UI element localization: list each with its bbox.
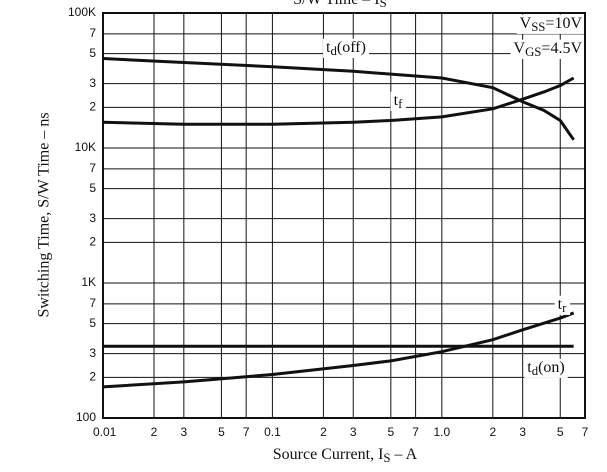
y-axis-label: Switching Time, S/W Time – ns xyxy=(36,112,53,317)
x-tick-label: 3 xyxy=(350,425,357,439)
series-line xyxy=(102,57,575,141)
y-tick-label: 5 xyxy=(89,316,96,330)
annotation-part: V xyxy=(514,40,526,57)
annotation-part: =10V xyxy=(545,15,582,32)
y-tick-label: 3 xyxy=(89,346,96,360)
label-bg xyxy=(524,358,568,378)
label-bg xyxy=(554,295,571,315)
chart-title: S/W Time – IS xyxy=(293,0,387,10)
x-tick-label: 0.01 xyxy=(93,425,117,439)
x-axis-label-part: Source Current, I xyxy=(273,446,384,463)
x-axis-label-part: – A xyxy=(391,446,418,463)
x-tick-label: 7 xyxy=(582,425,589,439)
label-bg xyxy=(390,91,407,111)
y-tick-label: 100K xyxy=(68,5,96,19)
series-label-part: t xyxy=(326,39,331,56)
series-label-part: t xyxy=(394,92,399,109)
plot-frame xyxy=(102,12,586,419)
x-tick-label: 3 xyxy=(519,425,526,439)
y-tick-label: 2 xyxy=(89,370,96,384)
x-tick-label: 7 xyxy=(412,425,419,439)
y-tick-label: 7 xyxy=(89,26,96,40)
series-label-part: t xyxy=(527,359,532,376)
series-label-part: f xyxy=(398,97,403,111)
series-label-part: t xyxy=(558,296,563,313)
x-tick-label: 5 xyxy=(387,425,394,439)
series-label: tr xyxy=(558,296,567,315)
series-label-part: d xyxy=(331,44,338,58)
series-label-part: r xyxy=(562,301,567,315)
x-tick-label: 2 xyxy=(320,425,327,439)
y-tick-label: 5 xyxy=(89,181,96,195)
y-tick-label: 2 xyxy=(89,235,96,249)
series-line xyxy=(102,76,575,126)
x-tick-label: 5 xyxy=(218,425,225,439)
y-tick-label: 5 xyxy=(89,46,96,60)
y-tick-label: 7 xyxy=(89,161,96,175)
annotation: VGS=4.5V xyxy=(514,40,583,59)
label-bg xyxy=(510,39,586,59)
series-label: tf xyxy=(394,92,403,111)
x-tick-label: 2 xyxy=(489,425,496,439)
annotation-part: =4.5V xyxy=(541,40,582,57)
chart-title-part: S xyxy=(380,0,387,10)
x-tick-label: 2 xyxy=(151,425,158,439)
series-label-part: (on) xyxy=(538,359,565,376)
y-tick-label: 1K xyxy=(81,275,96,289)
x-axis-label: Source Current, IS – A xyxy=(273,446,418,465)
x-axis-label-part: S xyxy=(383,451,390,465)
chart-title-part: S/W Time – I xyxy=(293,0,379,8)
y-tick-label: 100 xyxy=(76,410,96,424)
series-label: td(on) xyxy=(527,359,565,378)
series-label: td(off) xyxy=(326,39,366,58)
series-label-part: d xyxy=(532,364,539,378)
x-tick-label: 3 xyxy=(180,425,187,439)
annotation-part: GS xyxy=(525,45,541,59)
series-line xyxy=(102,311,575,389)
series-label-part: (off) xyxy=(337,39,366,56)
x-tick-label: 0.1 xyxy=(264,425,281,439)
label-bg xyxy=(516,14,586,34)
y-tick-label: 10K xyxy=(75,140,96,154)
y-tick-label: 2 xyxy=(89,100,96,114)
y-tick-label: 7 xyxy=(89,296,96,310)
annotation-part: V xyxy=(520,15,532,32)
x-tick-label: 1.0 xyxy=(433,425,450,439)
y-tick-label: 3 xyxy=(89,211,96,225)
x-tick-label: 5 xyxy=(557,425,564,439)
y-tick-label: 3 xyxy=(89,76,96,90)
x-tick-label: 7 xyxy=(243,425,250,439)
label-bg xyxy=(323,38,369,58)
annotation-part: SS xyxy=(531,20,545,34)
annotation: VSS=10V xyxy=(520,15,583,34)
